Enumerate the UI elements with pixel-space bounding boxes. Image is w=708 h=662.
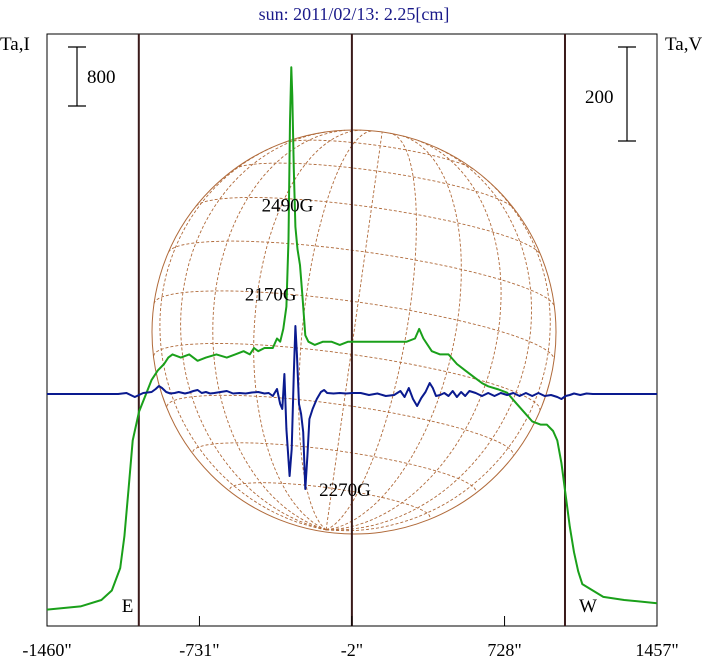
- stokes-v-curve: [47, 325, 657, 490]
- longitude-line: [326, 146, 532, 531]
- x-axis-ticks: -1460" -731" -2" 728" 1457": [22, 616, 679, 660]
- field-strength-label: 2270G: [319, 480, 371, 501]
- chart-title: sun: 2011/02/13: 2.25[cm]: [259, 4, 450, 24]
- longitude-line: [325, 132, 417, 531]
- y-label-left: Ta,I: [0, 34, 30, 55]
- limb-label-e: E: [122, 596, 134, 617]
- scale-bar-left: [68, 46, 86, 107]
- field-strength-label: 2170G: [245, 284, 297, 305]
- x-tick-label: 728": [487, 640, 521, 660]
- longitude-line: [326, 140, 502, 531]
- x-tick-label: -1460": [22, 640, 71, 660]
- latitude-line: [168, 240, 555, 307]
- solar-disk-limb: [151, 129, 557, 535]
- field-strength-label: 2490G: [262, 196, 314, 217]
- limb-label-w: W: [579, 596, 597, 617]
- latitude-line: [153, 290, 555, 361]
- longitude-line: [159, 146, 327, 531]
- latitude-line: [166, 394, 514, 456]
- x-tick-label: 1457": [635, 640, 678, 660]
- latitude-line: [195, 197, 541, 255]
- scale-bar-right: [618, 46, 636, 142]
- longitude-line: [325, 131, 383, 530]
- curves: [46, 66, 658, 611]
- scale-bar-left-label: 800: [87, 67, 116, 88]
- x-tick-label: -2": [341, 640, 363, 660]
- longitude-line: [253, 129, 362, 531]
- stokes-i-curve: [46, 66, 658, 611]
- annotations: 2490G 2170G 2270G: [245, 196, 371, 501]
- longitude-line: [180, 131, 328, 531]
- longitude-line: [298, 130, 375, 531]
- solar-disk: [151, 129, 557, 535]
- latitude-line: [234, 162, 515, 209]
- longitude-line: [326, 135, 462, 531]
- y-label-right: Ta,V: [665, 34, 702, 55]
- x-tick-label: -731": [179, 640, 219, 660]
- longitude-line: [326, 176, 551, 532]
- longitude-line: [212, 129, 346, 531]
- latitude-line: [153, 343, 541, 411]
- scale-bar-right-label: 200: [585, 87, 614, 108]
- latitude-line: [283, 139, 475, 170]
